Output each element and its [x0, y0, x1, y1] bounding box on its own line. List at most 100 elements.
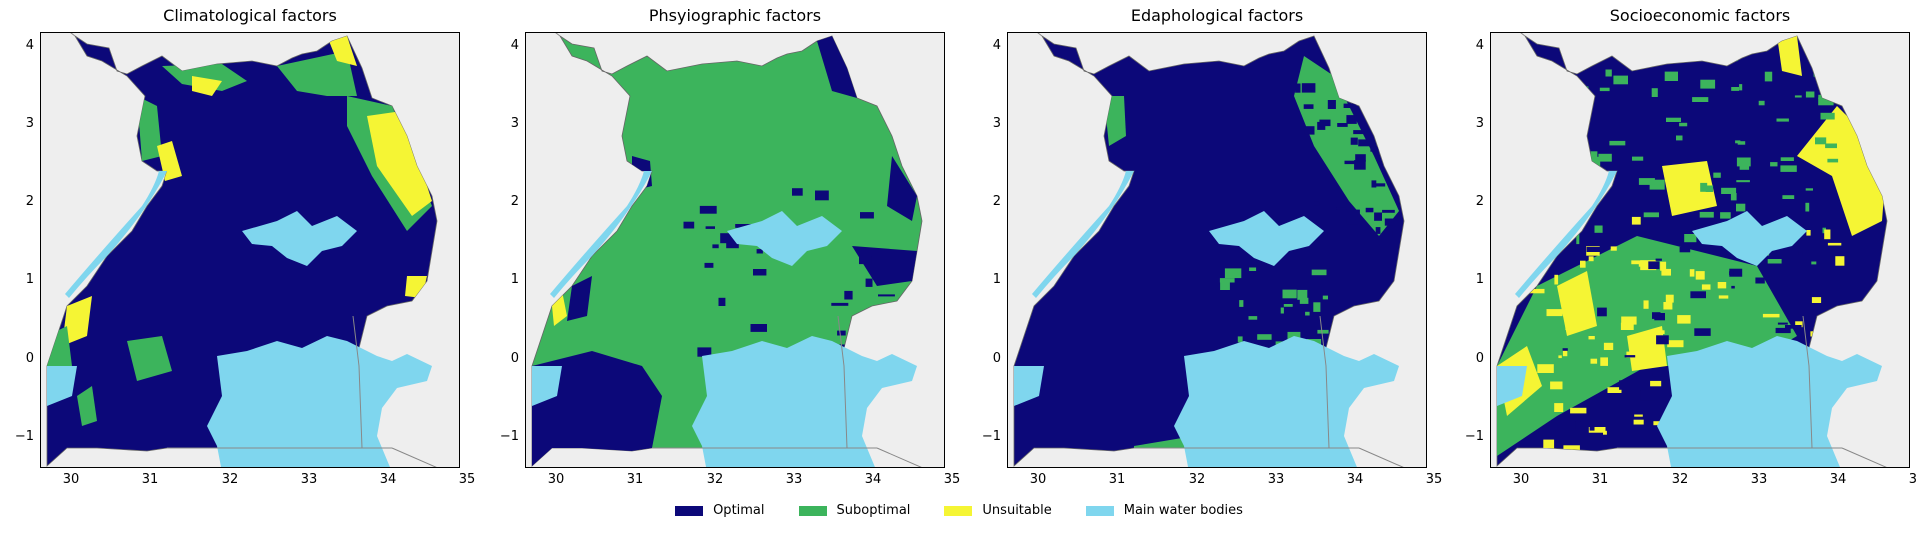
y-tick-label: 2 — [992, 194, 1001, 209]
zone-suboptimal — [277, 51, 357, 96]
panel-title: Socioeconomic factors — [1609, 6, 1791, 25]
x-tick-label: 33 — [1750, 472, 1768, 487]
x-tick-label: 34 — [864, 472, 882, 487]
zone-suboptimal — [162, 64, 247, 91]
border-line — [1319, 315, 1330, 449]
lake-victoria — [1174, 336, 1399, 467]
x-tick-label: 31 — [1108, 472, 1126, 487]
legend: Optimal Suboptimal Unsuitable Main water… — [0, 503, 1918, 518]
map-frame — [1007, 32, 1427, 468]
y-tick-label: 3 — [25, 116, 34, 131]
x-tick-label: 31 — [141, 472, 159, 487]
x-tick-label: 35 — [1425, 472, 1443, 487]
map-panel-edapho: Edaphological factors 4 3 2 1 0 −1 30 31 32 33 34 35 — [982, 0, 1442, 487]
lake-edward — [1014, 366, 1044, 406]
zone-unsuitable — [367, 111, 432, 216]
lake-victoria — [207, 336, 432, 467]
x-tick-label: 32 — [221, 472, 239, 487]
x-tick-label: 30 — [62, 472, 80, 487]
legend-swatch-water — [1085, 505, 1114, 516]
y-tick-label: 1 — [510, 272, 519, 287]
zone-unsuitable — [1557, 271, 1597, 336]
border-line — [837, 315, 848, 449]
lake-kyoga — [1209, 211, 1324, 266]
map-frame — [525, 32, 945, 468]
border-line — [352, 315, 363, 449]
y-tick-label: −1 — [499, 429, 519, 444]
lake-edward — [1497, 366, 1527, 406]
zone-optimal — [817, 36, 857, 98]
zone-unsuitable — [1777, 36, 1802, 76]
y-tick-label: 2 — [510, 194, 519, 209]
y-tick-label: 4 — [25, 38, 34, 53]
y-tick-label: 0 — [1475, 351, 1484, 366]
border-line — [70, 33, 76, 37]
x-tick-label: 30 — [547, 472, 565, 487]
zone-optimal — [532, 351, 662, 466]
panel-title: Phsyiographic factors — [648, 6, 822, 25]
zone-suboptimal — [1104, 96, 1126, 146]
lake-edward — [47, 366, 77, 406]
zone-unsuitable — [192, 76, 222, 96]
lake-kyoga — [242, 211, 357, 266]
legend-item-unsuitable: Unsuitable — [944, 503, 1052, 518]
y-tick-label: 2 — [25, 194, 34, 209]
y-tick-label: −1 — [981, 429, 1001, 444]
zone-unsuitable — [327, 36, 357, 66]
zone-optimal — [852, 246, 917, 286]
lake-edward — [532, 366, 562, 406]
y-tick-label: 4 — [1475, 38, 1484, 53]
zone-optimal — [567, 276, 592, 321]
map-panel-climate: Climatological factors 4 3 2 1 0 −1 30 31 32 33 34 3… — [15, 0, 475, 487]
y-tick-label: 0 — [992, 351, 1001, 366]
map-svg — [46, 33, 438, 467]
x-tick-label: 31 — [1591, 472, 1609, 487]
map-svg — [531, 33, 923, 467]
lake-albert — [1515, 171, 1617, 298]
x-tick-label: 32 — [1671, 472, 1689, 487]
y-tick-label: −1 — [1464, 429, 1484, 444]
map-svg — [1013, 33, 1405, 467]
legend-item-optimal: Optimal — [675, 503, 765, 518]
x-tick-label: 32 — [1188, 472, 1206, 487]
border-line — [555, 33, 561, 37]
legend-label-optimal: Optimal — [713, 503, 765, 518]
x-tick-label: 35 — [458, 472, 476, 487]
y-tick-label: 3 — [992, 116, 1001, 131]
zone-unsuitable — [62, 296, 92, 346]
y-tick-label: 3 — [510, 116, 519, 131]
y-tick-label: 3 — [1475, 116, 1484, 131]
zone-suboptimal — [137, 96, 162, 161]
lake-albert — [550, 171, 652, 298]
legend-item-suboptimal: Suboptimal — [798, 503, 911, 518]
x-tick-label: 30 — [1512, 472, 1530, 487]
x-tick-label: 33 — [300, 472, 318, 487]
legend-swatch-suboptimal — [798, 505, 827, 516]
y-tick-label: 1 — [1475, 272, 1484, 287]
legend-label-water: Main water bodies — [1123, 503, 1243, 518]
legend-swatch-unsuitable — [944, 505, 973, 516]
y-tick-label: 1 — [25, 272, 34, 287]
zone-suboptimal — [1294, 56, 1399, 236]
border-line — [1037, 33, 1043, 37]
zone-optimal — [887, 156, 917, 221]
legend-swatch-optimal — [675, 505, 704, 516]
x-tick-label: 30 — [1029, 472, 1047, 487]
x-tick-label: 33 — [785, 472, 803, 487]
legend-label-suboptimal: Suboptimal — [836, 503, 911, 518]
map-frame — [1490, 32, 1910, 468]
border-line — [391, 447, 437, 467]
y-tick-label: 0 — [25, 351, 34, 366]
panel-title: Edaphological factors — [1130, 6, 1304, 25]
y-tick-label: 2 — [1475, 194, 1484, 209]
y-tick-label: 4 — [992, 38, 1001, 53]
lake-victoria — [1657, 336, 1882, 467]
lake-victoria — [692, 336, 917, 467]
lake-kyoga — [1692, 211, 1807, 266]
x-tick-label: 35 — [1908, 472, 1918, 487]
border-line — [876, 447, 922, 467]
y-tick-label: −1 — [14, 429, 34, 444]
zone-suboptimal — [127, 336, 172, 381]
lake-albert — [1032, 171, 1134, 298]
